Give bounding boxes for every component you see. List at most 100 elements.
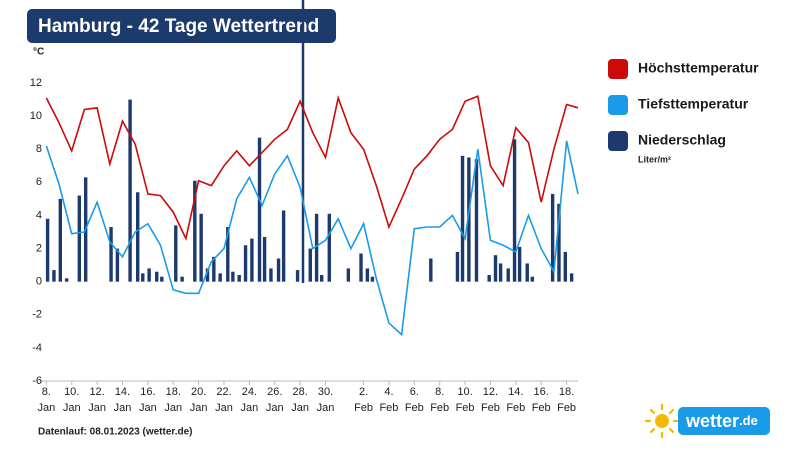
legend-swatch <box>608 95 628 115</box>
logo: wetter.de <box>644 403 770 439</box>
precip-bar <box>276 258 281 282</box>
precip-bar <box>327 213 332 282</box>
y-tick-label: 10 <box>30 110 42 122</box>
precip-bar <box>199 213 203 282</box>
legend-label: Niederschlag <box>638 132 726 148</box>
precip-bar <box>429 258 433 282</box>
x-tick-label: 14. Jan <box>114 386 132 414</box>
precip-bar <box>64 278 69 282</box>
precip-bar <box>212 256 216 282</box>
y-tick-label: 12 <box>30 77 42 89</box>
precip-bar <box>115 248 120 282</box>
precip-bar <box>226 227 230 282</box>
precip-bar <box>487 275 491 282</box>
chart-title: Hamburg - 42 Tage Wettertrend <box>38 16 319 37</box>
legend-unit: Liter/m² <box>638 154 671 164</box>
x-tick-label: 8. Feb <box>430 386 449 414</box>
x-tick-label: 24. Jan <box>240 386 258 414</box>
footer: Datenlauf: 08.01.2023 (wetter.de) <box>38 427 193 438</box>
precip-bar <box>109 227 113 282</box>
x-tick-label: 28. Jan <box>291 386 309 414</box>
x-tick-label: 6. Feb <box>405 386 424 414</box>
title-box <box>27 9 336 43</box>
y-tick-label: 6 <box>36 176 42 188</box>
precip-bar <box>77 195 82 282</box>
legend-label: Tiefsttemperatur <box>638 96 749 112</box>
x-tick-label: 10. Feb <box>456 386 475 414</box>
precip-bar <box>136 192 140 282</box>
x-tick-label: 30. Jan <box>317 386 335 414</box>
precip-bar <box>525 263 529 282</box>
precip-bar <box>512 139 517 282</box>
precip-bar <box>493 255 498 282</box>
legend-swatch <box>608 59 628 79</box>
precip-bar <box>319 275 324 282</box>
logo-name: wetter <box>685 411 739 431</box>
y-tick-label: 8 <box>36 143 42 155</box>
precip-bar <box>557 203 561 282</box>
x-tick-label: 26. Jan <box>266 386 284 414</box>
legend-label: Höchsttemperatur <box>638 60 759 76</box>
logo-text: wetter.de <box>685 411 758 431</box>
precip-bar <box>52 270 56 282</box>
x-tick-label: 22. Jan <box>215 386 233 414</box>
legend-swatch <box>608 131 628 151</box>
precip-bar <box>346 268 351 282</box>
y-tick-label: -4 <box>32 342 42 354</box>
y-tick-label: -2 <box>32 309 42 321</box>
precip-bar <box>569 273 574 282</box>
y-tick-label: -6 <box>32 375 42 387</box>
logo-rays <box>644 403 680 439</box>
precip-bar <box>160 276 164 282</box>
x-tick-label: 4. Feb <box>379 386 398 414</box>
precip-bar <box>517 246 522 282</box>
x-tick-label: 14. Feb <box>506 386 525 414</box>
precip-bar <box>193 180 197 282</box>
precip-bar <box>250 238 254 282</box>
precip-bar <box>231 271 235 282</box>
x-tick-label: 20. Jan <box>190 386 208 414</box>
temp-line <box>45 95 579 242</box>
precip-bar <box>218 273 222 282</box>
precip-bar <box>128 99 132 282</box>
y-unit: °C <box>33 47 44 58</box>
x-tick-label: 12. Jan <box>88 386 106 414</box>
x-tick-label: 10. Jan <box>63 386 81 414</box>
precip-bar <box>174 225 178 282</box>
temp-line <box>45 140 579 337</box>
y-tick-label: 4 <box>36 209 42 221</box>
precip-bar <box>370 276 375 282</box>
precip-bar <box>550 193 555 282</box>
precip-bar <box>359 253 363 282</box>
precip-bar <box>237 275 241 282</box>
x-tick-label: 12. Feb <box>481 386 500 414</box>
precip-bar <box>45 218 50 282</box>
y-tick-label: 2 <box>36 242 42 254</box>
precip-bar <box>460 155 465 282</box>
precip-bar <box>467 157 471 282</box>
precip-bar <box>295 270 300 282</box>
precip-bar <box>506 268 510 282</box>
precip-bar <box>365 268 370 282</box>
precip-bar <box>530 276 535 282</box>
y-tick-label: 0 <box>36 276 42 288</box>
x-tick-label: 18. Feb <box>557 386 576 414</box>
precip-bar <box>180 276 184 282</box>
precip-bar <box>155 271 159 282</box>
precip-bar <box>455 251 460 282</box>
x-tick-label: 18. Jan <box>164 386 182 414</box>
precip-bar <box>563 251 568 282</box>
x-tick-label: 16. Feb <box>532 386 551 414</box>
logo-box <box>678 407 770 435</box>
x-tick-label: 2. Feb <box>354 386 373 414</box>
precip-bar <box>141 273 145 282</box>
precip-bar <box>308 248 312 282</box>
x-tick-label: 8. Jan <box>37 386 55 414</box>
precip-bar <box>269 268 273 282</box>
precip-bar <box>498 263 503 282</box>
logo-suffix: .de <box>739 413 758 428</box>
precip-bar <box>314 213 319 282</box>
precip-bar <box>243 245 248 282</box>
precip-bar <box>257 137 262 282</box>
x-tick-label: 16. Jan <box>139 386 157 414</box>
